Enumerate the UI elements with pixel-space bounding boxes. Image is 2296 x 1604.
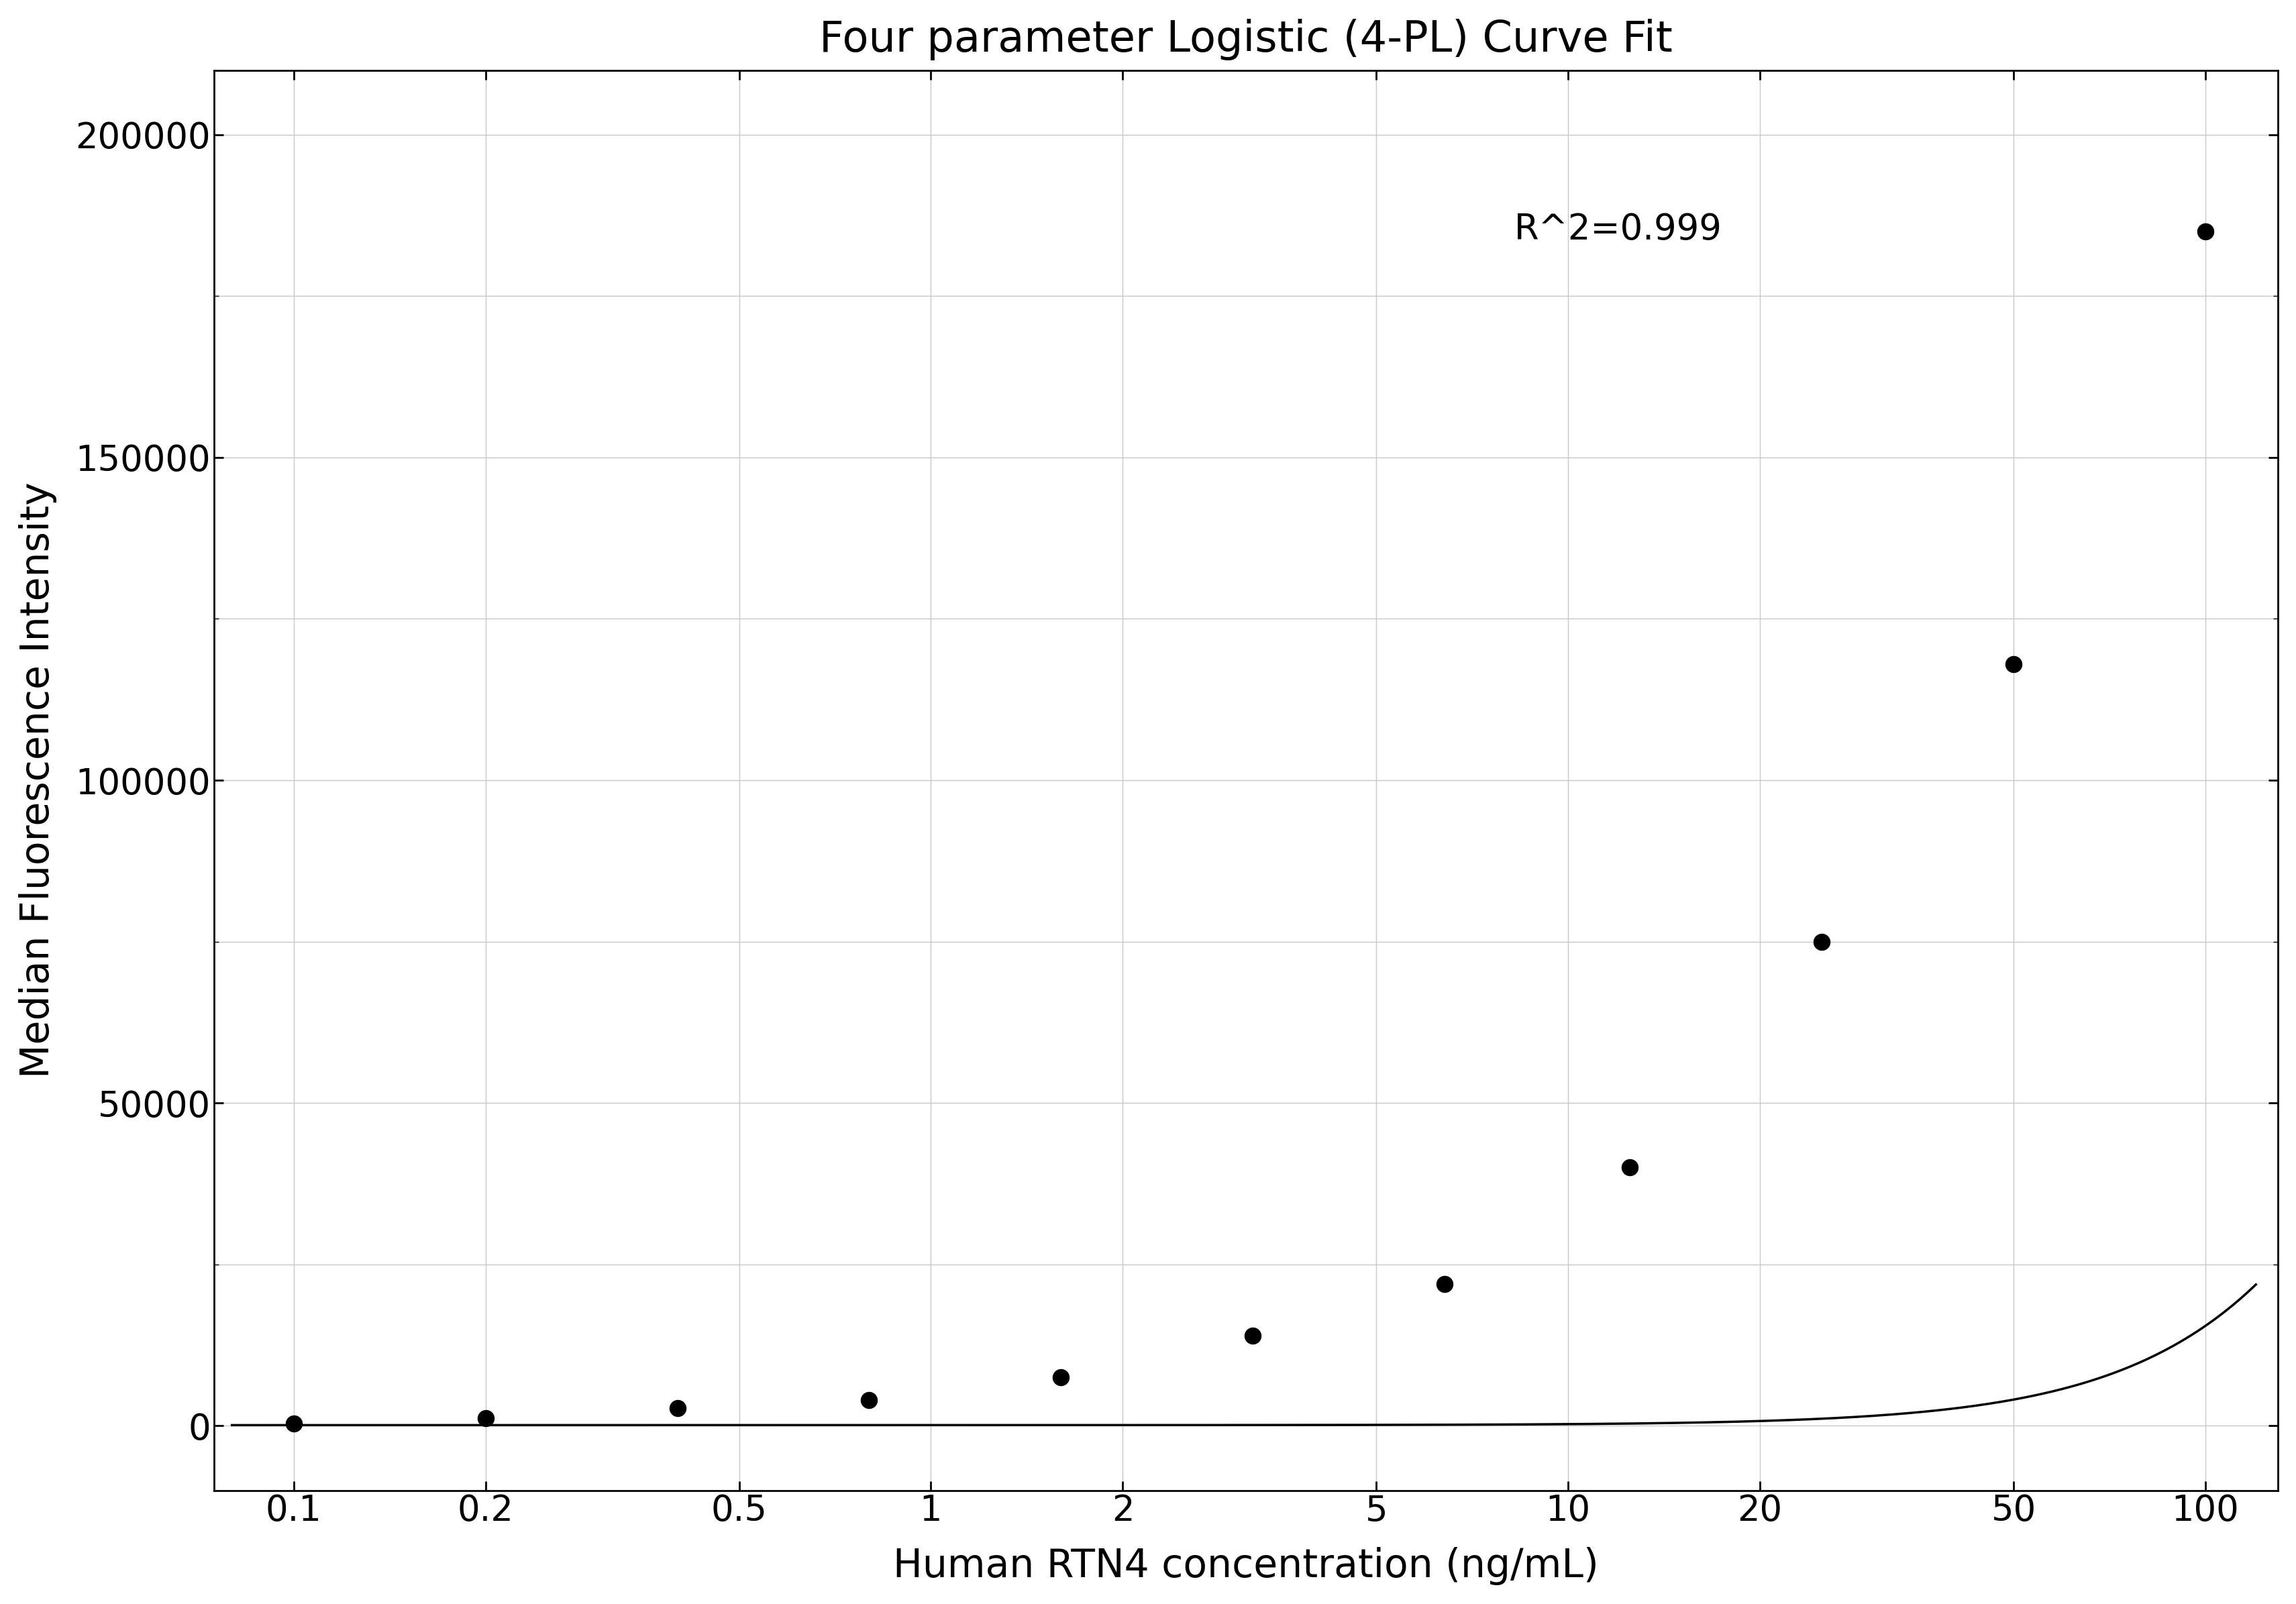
Point bbox=[1426, 1270, 1463, 1296]
Point bbox=[466, 1405, 503, 1431]
Text: R^2=0.999: R^2=0.999 bbox=[1513, 212, 1722, 247]
X-axis label: Human RTN4 concentration (ng/mL): Human RTN4 concentration (ng/mL) bbox=[893, 1548, 1598, 1585]
Title: Four parameter Logistic (4-PL) Curve Fit: Four parameter Logistic (4-PL) Curve Fit bbox=[820, 19, 1671, 61]
Point bbox=[276, 1412, 312, 1437]
Point bbox=[1612, 1155, 1649, 1181]
Point bbox=[659, 1395, 696, 1421]
Point bbox=[850, 1387, 886, 1413]
Point bbox=[2186, 218, 2223, 244]
Point bbox=[1802, 929, 1839, 954]
Y-axis label: Median Fluorescence Intensity: Median Fluorescence Intensity bbox=[18, 483, 57, 1078]
Point bbox=[1042, 1365, 1079, 1391]
Point bbox=[1995, 651, 2032, 677]
Point bbox=[1233, 1323, 1270, 1349]
